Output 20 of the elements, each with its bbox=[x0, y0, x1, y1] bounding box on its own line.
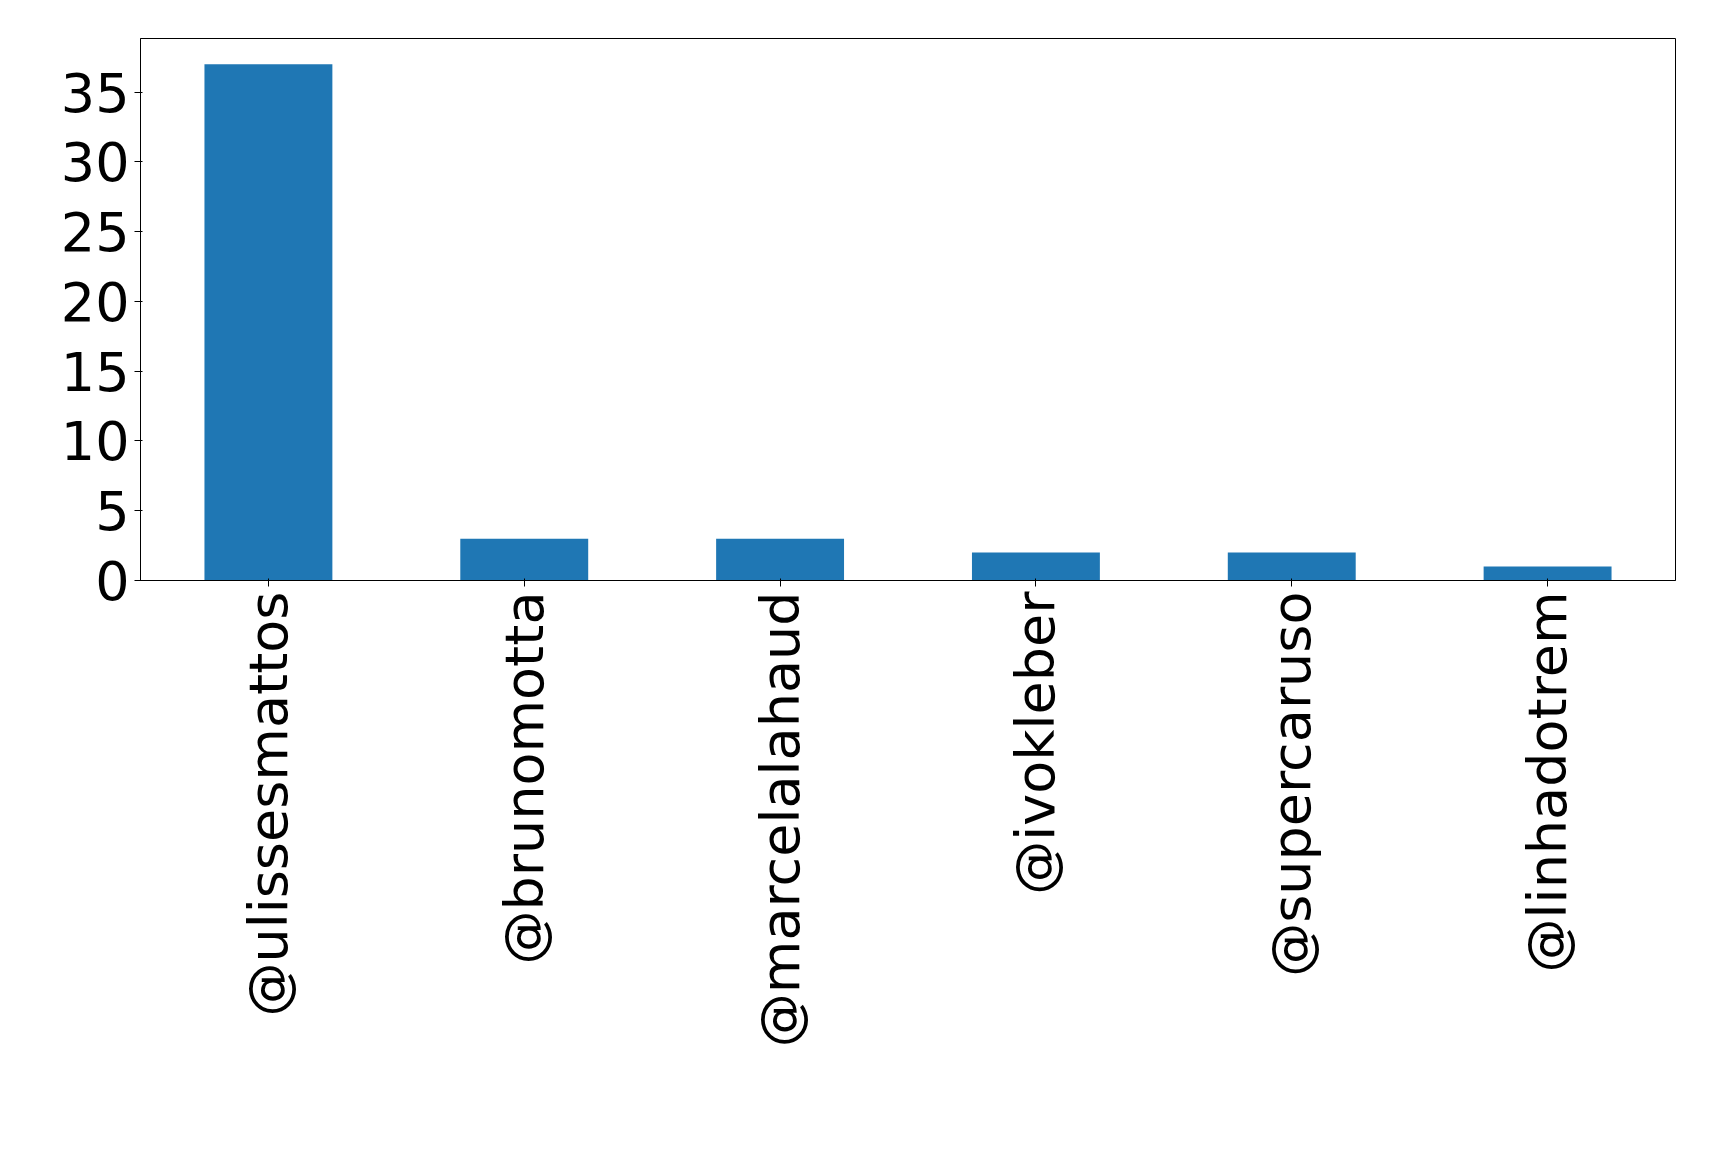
bar bbox=[971, 552, 1100, 581]
x-tick-label: @ulissesmattos bbox=[236, 591, 300, 1017]
y-tick-label: 35 bbox=[60, 61, 130, 125]
bar bbox=[460, 538, 589, 581]
y-tick-label: 20 bbox=[60, 270, 130, 334]
bar bbox=[716, 538, 845, 581]
y-tick-label: 10 bbox=[60, 410, 130, 474]
y-tick-label: 30 bbox=[60, 131, 130, 195]
bar bbox=[1227, 552, 1356, 581]
x-tick-label: @supercaruso bbox=[1260, 591, 1324, 977]
y-tick-label: 0 bbox=[95, 550, 130, 613]
y-tick-label: 25 bbox=[60, 201, 130, 265]
x-tick-label: @ivokleber bbox=[1004, 590, 1068, 895]
x-tick-label: @linhadotrem bbox=[1516, 591, 1580, 973]
bar bbox=[1483, 566, 1612, 581]
y-tick-label: 5 bbox=[95, 480, 130, 544]
x-tick-label: @brunomotta bbox=[492, 591, 556, 965]
x-tick-label: @marcelalahaud bbox=[748, 591, 812, 1048]
y-tick-label: 15 bbox=[60, 340, 130, 404]
bar bbox=[204, 64, 333, 581]
